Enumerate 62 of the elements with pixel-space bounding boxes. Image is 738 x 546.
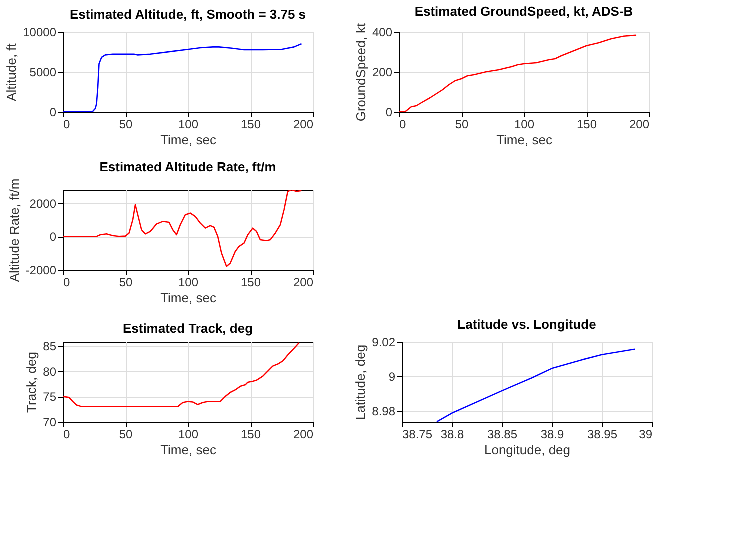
y-tick-label: 5000 [30, 66, 57, 80]
y-tick-label: 10000 [23, 26, 57, 40]
x-tick-label: 50 [119, 118, 133, 132]
y-axis-title: Altitude Rate, ft/m [6, 178, 22, 282]
x-tick-label: 150 [240, 276, 262, 290]
chart-title: Latitude vs. Longitude [458, 317, 596, 332]
x-tick-label: 0 [400, 118, 406, 132]
x-axis-title: Time, sec [160, 442, 217, 458]
x-tick-label: 38.75 [402, 428, 433, 442]
x-tick-label: 200 [629, 118, 650, 132]
x-tick-label: 38.9 [540, 428, 564, 442]
x-tick-label: 38.85 [487, 428, 518, 442]
y-tick-label: 0 [386, 106, 393, 120]
y-tick-label: 0 [50, 106, 57, 120]
y-tick-label: 400 [372, 26, 393, 40]
y-tick-label: 75 [43, 390, 57, 404]
x-tick-label: 200 [293, 118, 314, 132]
chart-title: Estimated Altitude, ft, Smooth = 3.75 s [70, 7, 306, 22]
y-tick-label: 9 [388, 370, 396, 384]
x-axis-title: Longitude, deg [484, 442, 571, 458]
y-axis-title: Altitude, ft [4, 43, 20, 102]
x-tick-label: 38.95 [587, 428, 618, 442]
y-tick-label: 80 [43, 364, 57, 379]
y-tick-label: 70 [43, 416, 57, 430]
x-tick-label: 100 [514, 118, 535, 132]
x-tick-label: 150 [240, 118, 262, 132]
x-tick-label: 0 [64, 118, 70, 132]
line-series [63, 43, 302, 112]
line-series [436, 348, 636, 422]
x-tick-label: 50 [119, 276, 133, 290]
x-tick-label: 150 [576, 118, 598, 132]
chart-title: Estimated Altitude Rate, ft/m [100, 159, 276, 174]
x-axis-title: Time, sec [160, 290, 217, 306]
y-tick-label: 8.98 [372, 404, 396, 418]
x-tick-label: 100 [178, 276, 199, 290]
x-tick-label: 39 [639, 428, 653, 442]
x-tick-label: 0 [64, 276, 70, 290]
x-tick-label: 150 [240, 428, 262, 442]
y-tick-label: 2000 [30, 196, 57, 211]
chart-title: Estimated GroundSpeed, kt, ADS-B [414, 4, 634, 19]
x-tick-label: 200 [293, 276, 314, 290]
y-tick-label: 9.02 [372, 336, 396, 350]
line-series [399, 34, 638, 112]
chart-title: Estimated Track, deg [122, 321, 254, 336]
x-tick-label: 100 [178, 428, 199, 442]
x-axis-title: Time, sec [160, 132, 217, 148]
x-tick-label: 50 [119, 428, 133, 442]
y-tick-label: -2000 [26, 264, 57, 278]
x-tick-label: 100 [178, 118, 199, 132]
line-series [63, 190, 302, 268]
line-series [63, 342, 300, 408]
y-axis-title: Latitude, deg [353, 344, 368, 420]
y-tick-label: 85 [43, 340, 57, 354]
x-tick-label: 50 [455, 118, 469, 132]
x-tick-label: 0 [64, 428, 70, 442]
y-axis-title: GroundSpeed, kt [353, 22, 368, 122]
x-tick-label: 200 [293, 428, 314, 442]
x-axis-title: Time, sec [496, 132, 553, 148]
x-tick-label: 38.8 [440, 428, 464, 442]
y-axis-title: Track, deg [24, 352, 40, 413]
y-tick-label: 0 [50, 230, 57, 244]
y-tick-label: 200 [372, 66, 393, 80]
